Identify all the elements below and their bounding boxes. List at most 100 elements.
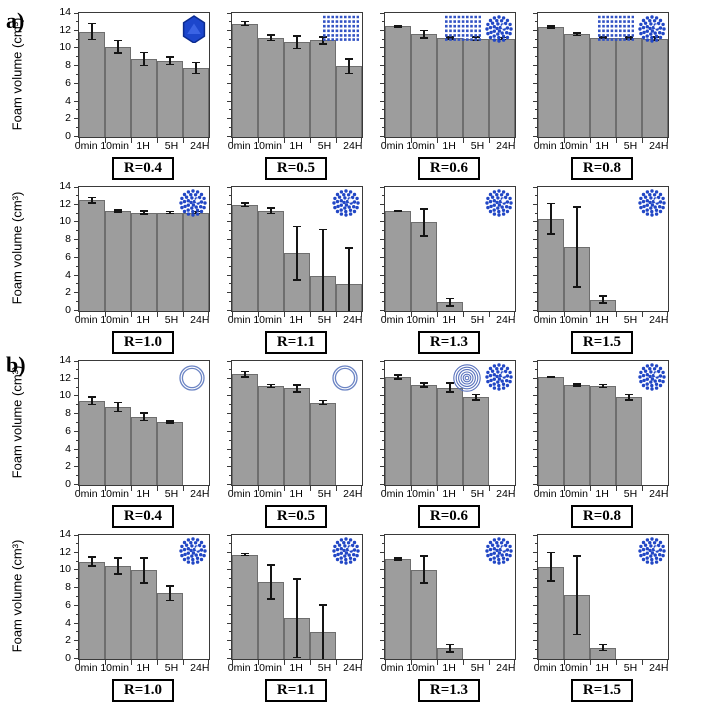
y-tick — [380, 239, 385, 241]
y-tick — [227, 658, 232, 659]
x-tick — [258, 312, 259, 317]
y-minor-tick — [382, 194, 385, 196]
y-tick — [227, 622, 232, 624]
y-minor-tick — [535, 91, 538, 93]
y-minor-tick — [229, 596, 232, 597]
y-tick — [533, 448, 538, 450]
y-tick — [74, 47, 79, 49]
x-tick-label: 0min — [380, 314, 404, 326]
error-bar-cap — [394, 210, 402, 213]
x-tick — [437, 312, 438, 317]
x-tick — [232, 312, 233, 317]
error-bar — [423, 555, 425, 584]
y-axis-title: Foam volume (cm³) — [9, 365, 25, 479]
x-tick-label: 1H — [595, 140, 609, 152]
error-bar — [270, 34, 272, 42]
bar — [463, 38, 489, 137]
y-minor-tick — [76, 20, 79, 22]
chart-row: Foam volume (cm³) 0 2 4 6 8 10 12 14 0min 10min 1H 5… — [0, 180, 726, 354]
x-tick-label: 24H — [496, 662, 516, 674]
y-tick — [74, 413, 79, 415]
y-minor-tick — [229, 109, 232, 111]
error-bar-cap — [88, 38, 96, 41]
y-axis-gutter: Foam volume (cm³) 0 2 4 6 8 10 12 14 — [0, 6, 78, 142]
error-bar-cap — [319, 43, 327, 45]
error-bar-cap — [267, 207, 275, 209]
y-tick-label: 4 — [65, 94, 71, 107]
phase-icons — [332, 537, 360, 565]
error-bar-cap — [599, 386, 607, 388]
plot-area — [227, 534, 363, 665]
error-bar-cap — [446, 643, 454, 646]
y-tick — [533, 274, 538, 276]
micelle-icon — [485, 15, 513, 43]
error-bar — [143, 51, 145, 67]
error-bar-cap — [446, 391, 454, 393]
error-bar-cap — [599, 295, 607, 297]
bar-chart-a-r0.5: 0min 10min 1H 5H 24H R=0.5 — [227, 12, 363, 180]
y-tick — [227, 203, 232, 205]
error-bar-cap — [319, 604, 327, 606]
x-tick — [79, 660, 80, 665]
x-tick — [208, 660, 209, 665]
error-bar-cap — [573, 383, 581, 385]
y-tick — [227, 100, 232, 102]
error-bar-cap — [166, 212, 174, 215]
x-tick-label: 5H — [623, 140, 638, 152]
error-bar-cap — [472, 393, 480, 396]
y-tick — [380, 361, 385, 362]
error-bar-cap — [319, 403, 327, 406]
y-minor-tick — [229, 613, 232, 615]
y-tick-label: 0 — [65, 304, 71, 316]
x-tick — [564, 660, 565, 665]
error-bar-cap — [446, 382, 454, 384]
bar — [105, 566, 131, 659]
phase-icons — [444, 15, 513, 43]
r-label-wrap: R=1.5 — [537, 331, 667, 354]
y-minor-tick — [382, 422, 385, 423]
error-bar-cap — [446, 36, 454, 38]
plot-area — [533, 360, 669, 491]
y-minor-tick — [535, 386, 538, 388]
y-tick — [533, 292, 538, 294]
x-tick — [411, 138, 412, 143]
error-bar-cap — [140, 412, 148, 414]
y-tick — [533, 377, 538, 379]
y-minor-tick — [76, 74, 79, 75]
x-tick — [157, 138, 158, 143]
y-tick-label: 8 — [65, 59, 71, 72]
x-tick — [642, 312, 643, 317]
y-minor-tick — [535, 230, 538, 232]
y-minor-tick — [229, 560, 232, 562]
y-tick — [74, 377, 79, 379]
y-minor-tick — [229, 439, 232, 441]
y-tick-label: 12 — [59, 545, 71, 558]
y-tick — [74, 622, 79, 624]
y-minor-tick — [382, 560, 385, 562]
y-minor-tick — [229, 74, 232, 75]
x-tick — [183, 660, 184, 665]
y-tick-label: 2 — [65, 634, 71, 647]
x-tick-labels: 0min 10min 1H 5H 24H — [72, 138, 214, 154]
y-tick — [227, 65, 232, 67]
error-bar-cap — [394, 209, 402, 212]
error-bar-cap — [573, 32, 581, 34]
y-minor-tick — [76, 301, 79, 303]
y-tick-label: 0 — [65, 652, 71, 664]
error-bar — [576, 555, 578, 636]
x-tick-label: 24H — [190, 314, 210, 326]
y-tick-label: 2 — [65, 112, 71, 125]
y-minor-tick — [382, 265, 385, 267]
error-bar-cap — [88, 565, 96, 567]
error-bar-cap — [625, 399, 633, 401]
error-bar-cap — [241, 20, 249, 23]
y-minor-tick — [229, 457, 232, 459]
error-bar-cap — [114, 209, 122, 211]
y-minor-tick — [229, 649, 232, 651]
y-tick-label: 6 — [65, 76, 71, 89]
x-tick-label: 10min — [253, 488, 282, 500]
x-tick — [642, 486, 643, 491]
y-tick — [380, 466, 385, 468]
error-bar-cap — [573, 633, 581, 636]
y-tick — [380, 221, 385, 223]
